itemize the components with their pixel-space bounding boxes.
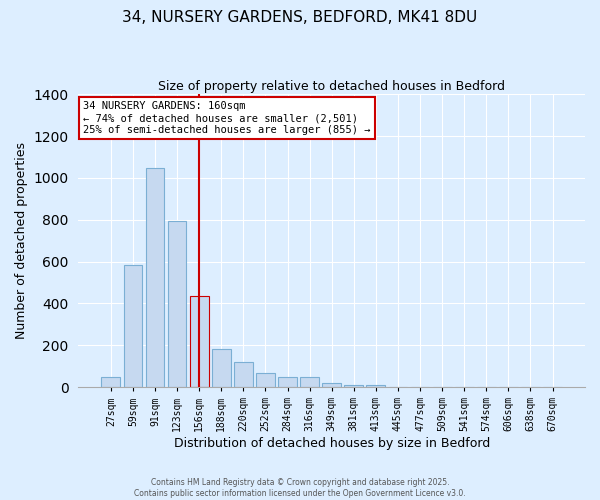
X-axis label: Distribution of detached houses by size in Bedford: Distribution of detached houses by size … (173, 437, 490, 450)
Text: Contains HM Land Registry data © Crown copyright and database right 2025.
Contai: Contains HM Land Registry data © Crown c… (134, 478, 466, 498)
Bar (146, 168, 164, 387)
Bar (190, 296, 209, 387)
Bar (234, 362, 253, 387)
Bar (101, 376, 120, 387)
Bar (278, 376, 297, 387)
Bar (322, 382, 341, 387)
Bar (367, 386, 385, 387)
Bar (124, 264, 142, 387)
Bar (344, 384, 363, 387)
Bar (167, 221, 187, 387)
Text: 34 NURSERY GARDENS: 160sqm
← 74% of detached houses are smaller (2,501)
25% of s: 34 NURSERY GARDENS: 160sqm ← 74% of deta… (83, 102, 371, 134)
Bar (543, 386, 562, 387)
Text: 34, NURSERY GARDENS, BEDFORD, MK41 8DU: 34, NURSERY GARDENS, BEDFORD, MK41 8DU (122, 10, 478, 25)
Bar (300, 376, 319, 387)
Bar (389, 386, 407, 387)
Title: Size of property relative to detached houses in Bedford: Size of property relative to detached ho… (158, 80, 505, 93)
Y-axis label: Number of detached properties: Number of detached properties (15, 142, 28, 339)
Bar (256, 373, 275, 387)
Bar (212, 350, 230, 387)
